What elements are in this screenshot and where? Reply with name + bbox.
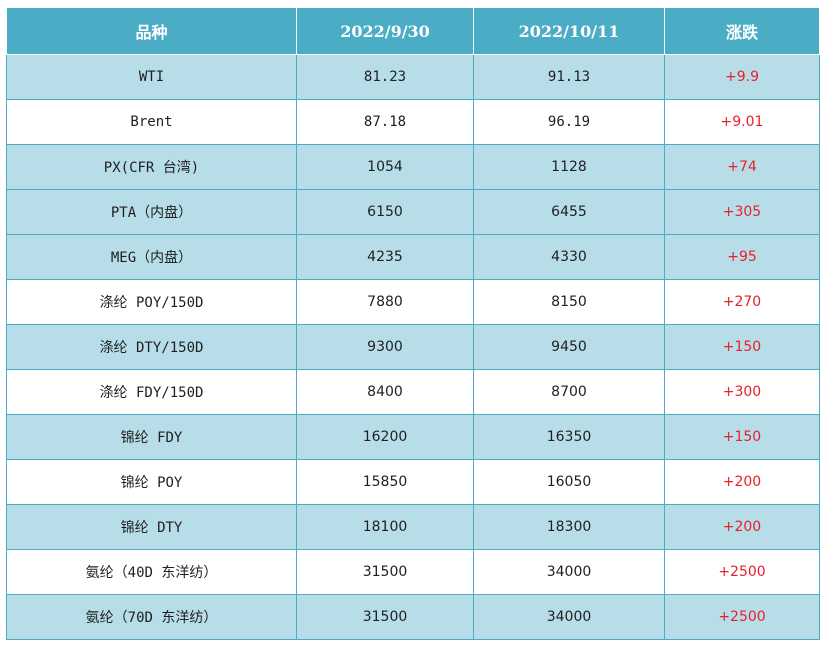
price-date-1: 16200	[296, 414, 474, 460]
price-date-1: 7880	[296, 279, 474, 325]
price-date-2: 16050	[473, 459, 665, 505]
price-date-1: 31500	[296, 549, 474, 595]
price-change: +305	[664, 189, 820, 235]
price-date-2: 8700	[473, 369, 665, 415]
price-date-1: 9300	[296, 324, 474, 370]
table-row: 氨纶（40D 东洋纺） 31500 34000 +2500	[6, 549, 820, 595]
header-date-2: 2022/10/11	[473, 7, 665, 55]
price-change: +150	[664, 414, 820, 460]
table-row: PTA（内盘） 6150 6455 +305	[6, 189, 820, 235]
price-date-2: 8150	[473, 279, 665, 325]
table-row: 涤纶 POY/150D 7880 8150 +270	[6, 279, 820, 325]
price-date-2: 9450	[473, 324, 665, 370]
price-comparison-table: 品种 2022/9/30 2022/10/11 涨跌 WTI 81.23 91.…	[6, 7, 820, 640]
header-date-1: 2022/9/30	[296, 7, 474, 55]
price-date-1: 6150	[296, 189, 474, 235]
product-name: 涤纶 DTY/150D	[6, 324, 297, 370]
price-date-2: 4330	[473, 234, 665, 280]
table-row: 氨纶（70D 东洋纺） 31500 34000 +2500	[6, 594, 820, 640]
table-row: 涤纶 FDY/150D 8400 8700 +300	[6, 369, 820, 415]
product-name: 涤纶 FDY/150D	[6, 369, 297, 415]
price-date-1: 15850	[296, 459, 474, 505]
product-name: 锦纶 FDY	[6, 414, 297, 460]
price-date-2: 18300	[473, 504, 665, 550]
price-date-2: 96.19	[473, 99, 665, 145]
price-change: +200	[664, 459, 820, 505]
product-name: PTA（内盘）	[6, 189, 297, 235]
table-row: 锦纶 FDY 16200 16350 +150	[6, 414, 820, 460]
product-name: 锦纶 POY	[6, 459, 297, 505]
price-date-2: 6455	[473, 189, 665, 235]
price-date-2: 34000	[473, 549, 665, 595]
price-date-2: 34000	[473, 594, 665, 640]
price-date-1: 87.18	[296, 99, 474, 145]
price-date-2: 16350	[473, 414, 665, 460]
price-change: +270	[664, 279, 820, 325]
price-change: +9.01	[664, 99, 820, 145]
price-date-1: 8400	[296, 369, 474, 415]
table-row: MEG（内盘） 4235 4330 +95	[6, 234, 820, 280]
price-change: +74	[664, 144, 820, 190]
header-change: 涨跌	[664, 7, 820, 55]
table-row: PX(CFR 台湾) 1054 1128 +74	[6, 144, 820, 190]
product-name: MEG（内盘）	[6, 234, 297, 280]
table-row: 锦纶 POY 15850 16050 +200	[6, 459, 820, 505]
table-row: 涤纶 DTY/150D 9300 9450 +150	[6, 324, 820, 370]
price-date-2: 91.13	[473, 54, 665, 100]
header-row: 品种 2022/9/30 2022/10/11 涨跌	[6, 7, 820, 55]
price-change: +300	[664, 369, 820, 415]
price-date-1: 18100	[296, 504, 474, 550]
price-date-1: 4235	[296, 234, 474, 280]
price-date-1: 1054	[296, 144, 474, 190]
price-change: +9.9	[664, 54, 820, 100]
product-name: 锦纶 DTY	[6, 504, 297, 550]
price-change: +2500	[664, 594, 820, 640]
price-change: +150	[664, 324, 820, 370]
product-name: WTI	[6, 54, 297, 100]
price-change: +200	[664, 504, 820, 550]
price-date-2: 1128	[473, 144, 665, 190]
table-row: 锦纶 DTY 18100 18300 +200	[6, 504, 820, 550]
price-date-1: 81.23	[296, 54, 474, 100]
product-name: 氨纶（40D 东洋纺）	[6, 549, 297, 595]
table-row: Brent 87.18 96.19 +9.01	[6, 99, 820, 145]
header-product: 品种	[6, 7, 297, 55]
product-name: PX(CFR 台湾)	[6, 144, 297, 190]
table-row: WTI 81.23 91.13 +9.9	[6, 54, 820, 100]
price-date-1: 31500	[296, 594, 474, 640]
price-change: +2500	[664, 549, 820, 595]
price-change: +95	[664, 234, 820, 280]
product-name: 涤纶 POY/150D	[6, 279, 297, 325]
product-name: 氨纶（70D 东洋纺）	[6, 594, 297, 640]
product-name: Brent	[6, 99, 297, 145]
